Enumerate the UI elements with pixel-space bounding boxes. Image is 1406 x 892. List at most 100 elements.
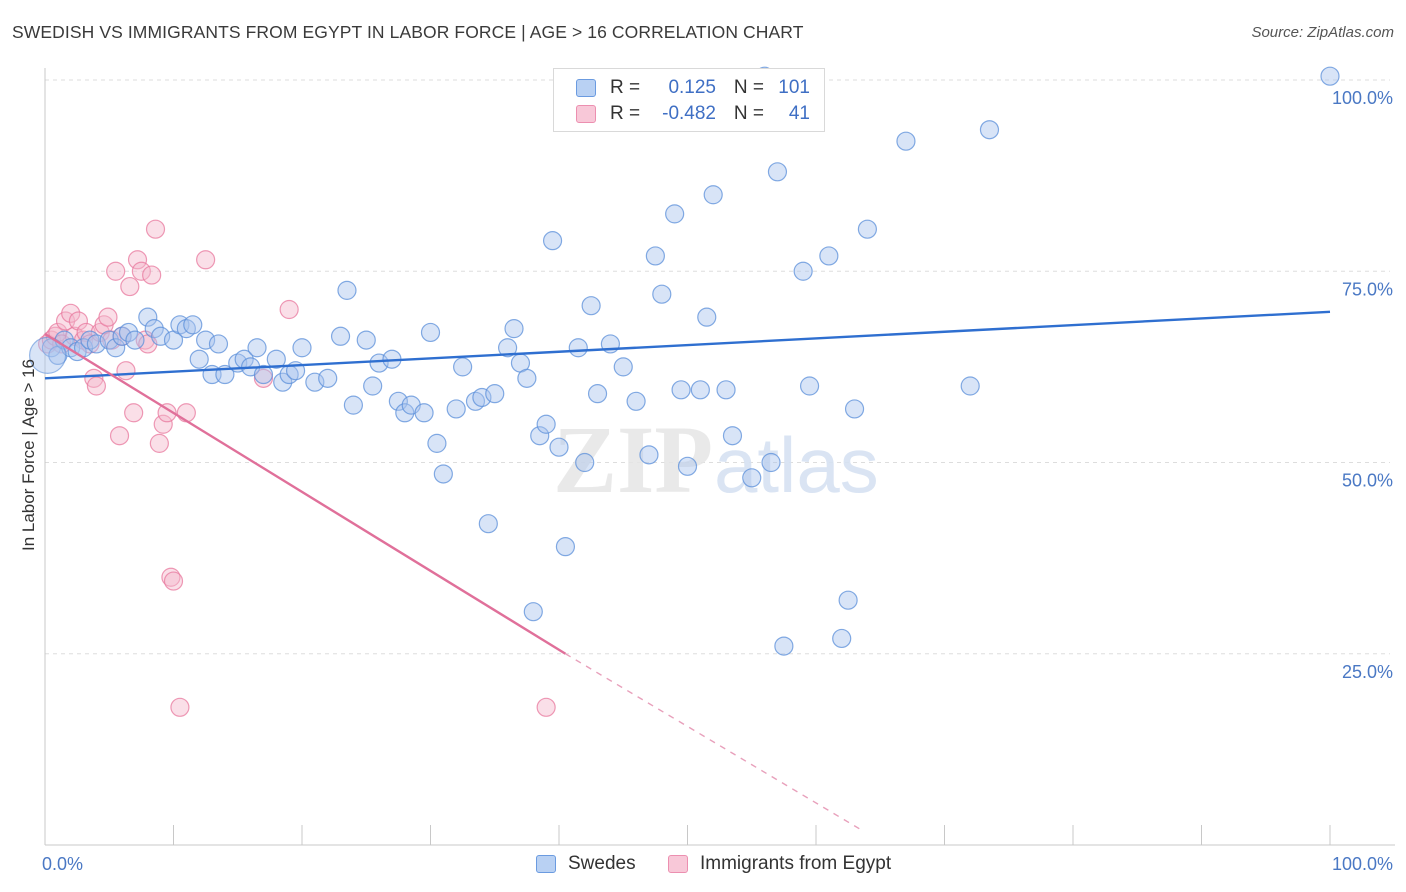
swedes-point [183, 315, 203, 335]
swedes-point [453, 357, 473, 377]
legend-r-label: R = [610, 103, 641, 124]
swedes-point [665, 204, 685, 224]
swedes-point [960, 376, 980, 396]
swedes-point [395, 403, 415, 423]
egypt-point [279, 299, 299, 320]
swedes-swatch [576, 79, 596, 97]
swedes-point [356, 330, 376, 350]
y-tick-label: 50.0% [1342, 471, 1393, 491]
swedes-point [690, 380, 710, 400]
watermark: ZIP atlas [553, 406, 879, 513]
egypt-point [86, 376, 107, 396]
swedes-point [253, 364, 274, 385]
source-label: Source: ZipAtlas.com [1251, 24, 1394, 41]
swedes-point [337, 280, 357, 300]
egypt-point [149, 433, 169, 453]
axes [44, 68, 1395, 846]
swedes-point [427, 433, 447, 453]
grid-lines [45, 79, 1390, 655]
swedes-point [292, 338, 312, 358]
egypt-point [84, 368, 104, 388]
swedes-legend-label: Swedes [568, 853, 636, 874]
swedes-point [86, 334, 107, 354]
trend-lines [44, 310, 1331, 831]
x-tick-label: 100.0% [1332, 854, 1393, 874]
swedes-point [517, 368, 537, 388]
legend-n-value: 101 [778, 77, 810, 98]
swedes-point [208, 334, 229, 354]
egypt-point [163, 571, 184, 591]
swedes-point [144, 319, 164, 339]
egypt-legend-label: Immigrants from Egypt [700, 853, 892, 874]
swedes-point [838, 590, 858, 610]
swedes-point [247, 338, 267, 358]
swedes-point [485, 384, 505, 404]
swedes-point [151, 326, 171, 346]
legend-n-label: N = [733, 103, 764, 124]
swedes-point [125, 330, 145, 350]
swedes-point [819, 246, 839, 266]
egypt-point [61, 303, 81, 323]
swedes-point [587, 384, 608, 404]
swedes-point [504, 319, 524, 339]
egypt-point [120, 276, 140, 297]
swedes-point [722, 426, 743, 446]
bottom-legend-swedes: Swedes [536, 852, 636, 876]
tick-labels: 25.0% 50.0% 75.0% 100.0% 0.0% 100.0% [42, 88, 1393, 874]
swedes-point [639, 445, 659, 465]
swedes-point [266, 349, 286, 369]
swedes-point [305, 372, 325, 392]
swedes-point [196, 330, 216, 350]
swedes-point [118, 322, 139, 343]
egypt-point [124, 403, 144, 423]
swedes-point [671, 380, 691, 400]
y-axis-title: In Labor Force | Age > 16 [19, 359, 38, 551]
legend-r-value: -0.482 [662, 103, 716, 124]
swedes-point [626, 391, 646, 411]
egypt-point [196, 250, 216, 270]
swedes-point [388, 391, 408, 411]
egypt-point [116, 361, 136, 381]
swedes-swatch [536, 855, 556, 873]
legend-row-swedes: R = 0.125 N = 101 [576, 76, 810, 100]
swedes-point [446, 399, 466, 419]
swedes-point [767, 162, 788, 182]
swedes-point [138, 307, 158, 327]
swedes-point [645, 246, 665, 266]
egypt-point [98, 307, 118, 327]
egypt-point [109, 426, 130, 446]
swedes-point [896, 131, 916, 151]
swedes-point [555, 537, 576, 557]
egypt-point [176, 403, 196, 423]
egypt-point [127, 250, 148, 270]
swedes-point [799, 376, 820, 396]
egypt-point [157, 403, 177, 423]
chart-title: SWEDISH VS IMMIGRANTS FROM EGYPT IN LABO… [12, 22, 804, 42]
legend-r-label: R = [610, 77, 641, 98]
series-egypt-points [37, 219, 556, 717]
swedes-point [472, 387, 492, 408]
egypt-point [536, 697, 556, 717]
egypt-trend-line [44, 332, 567, 655]
swedes-point [716, 380, 736, 400]
x-tick-label: 0.0% [42, 854, 83, 874]
swedes-point [844, 399, 865, 419]
swedes-point [613, 357, 633, 377]
egypt-swatch [668, 855, 688, 873]
swedes-point [363, 376, 383, 396]
swedes-point [697, 307, 717, 327]
swedes-point [420, 322, 441, 343]
egypt-point [68, 311, 89, 331]
swedes-trend-line [44, 310, 1331, 380]
y-tick-label: 75.0% [1342, 279, 1393, 299]
y-tick-label: 25.0% [1342, 662, 1393, 682]
swedes-point [774, 636, 794, 656]
egypt-point [170, 697, 190, 717]
series-swedes-points [28, 66, 1340, 656]
swedes-point [536, 414, 556, 434]
swedes-point [652, 284, 672, 304]
swedes-point [414, 403, 434, 423]
swedes-point [793, 261, 813, 281]
swedes-point [369, 353, 389, 373]
